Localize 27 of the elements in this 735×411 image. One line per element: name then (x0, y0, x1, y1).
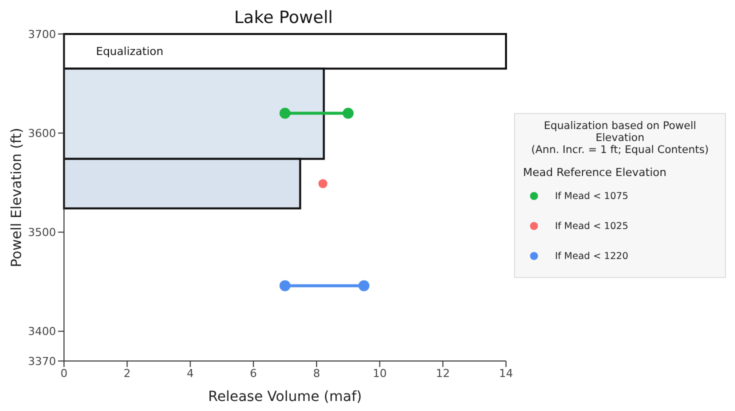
x-axis-title: Release Volume (maf) (208, 389, 362, 405)
point (358, 280, 370, 292)
x-tick-label: 14 (499, 366, 513, 380)
legend-label: If Mead < 1025 (555, 220, 628, 232)
x-tick-label: 10 (372, 366, 387, 380)
x-tick-label: 12 (436, 366, 450, 380)
point (318, 179, 328, 188)
x-tick-label: 4 (186, 366, 194, 380)
legend-label: If Mead < 1220 (555, 250, 628, 262)
point (280, 280, 290, 292)
band-label: Equalization (96, 45, 164, 58)
legend-label: If Mead < 1075 (555, 190, 628, 202)
y-tick-label: 3370 (28, 354, 56, 368)
point (280, 108, 290, 119)
x-tick-label: 0 (60, 366, 68, 380)
y-axis-title: Powell Elevation (ft) (8, 128, 25, 268)
y-tick-label: 3500 (28, 226, 56, 240)
x-tick-label: 8 (313, 366, 320, 380)
x-tick-label: 6 (250, 366, 257, 380)
y-tick-label: 3700 (28, 28, 56, 41)
chart-title: Lake Powell (233, 8, 334, 28)
legend-title: Equalization based on Powell Elevation (Ann. Incr. = 1 ft; Equal Contents) (530, 120, 710, 156)
point (342, 108, 354, 119)
text: Mead Reference Elevation (523, 166, 668, 179)
y-tick-label: 3600 (28, 126, 56, 140)
y-tick-label: 3400 (28, 325, 56, 338)
x-tick-label: 2 (124, 366, 131, 380)
